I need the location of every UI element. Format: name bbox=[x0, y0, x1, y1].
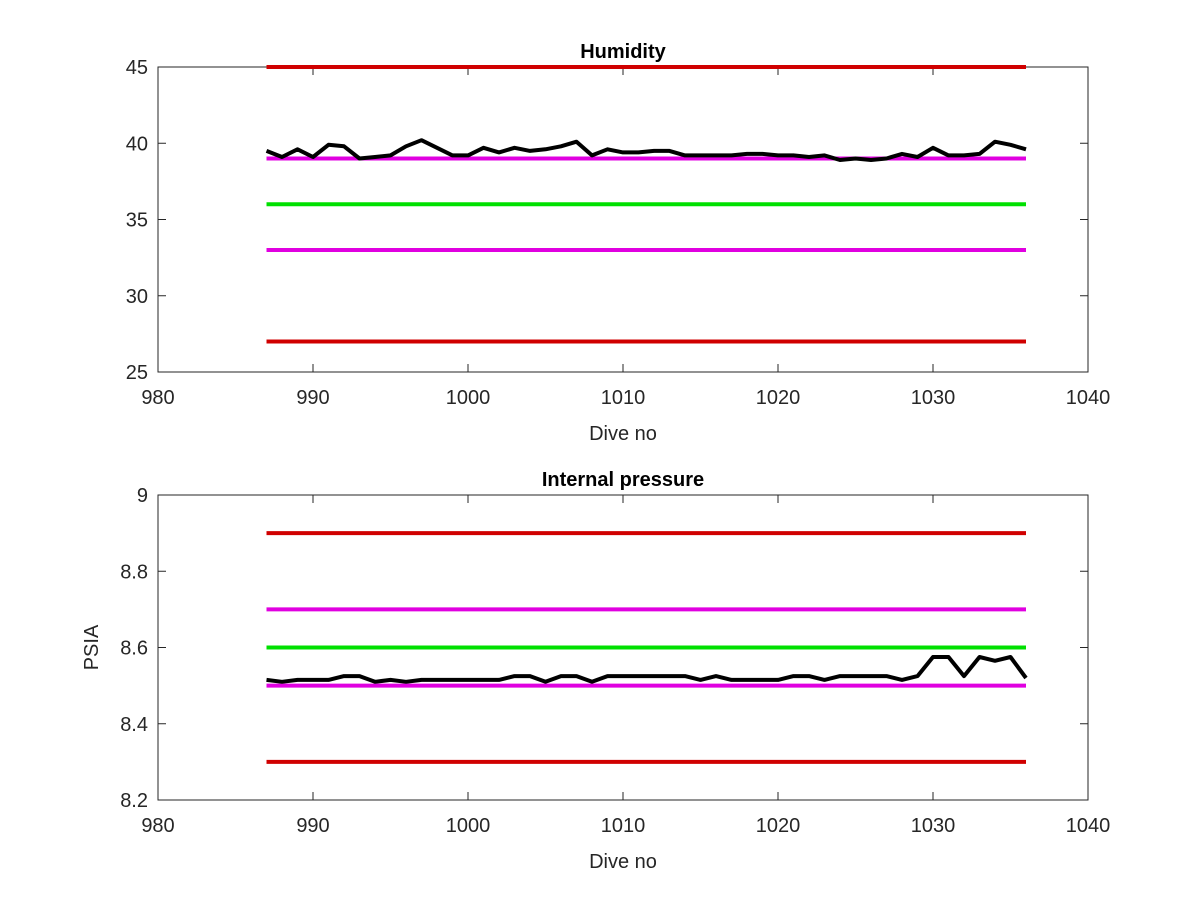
x-tick-label: 1030 bbox=[911, 387, 956, 409]
x-tick-label: 1040 bbox=[1066, 387, 1111, 409]
plot-title: Internal pressure bbox=[542, 469, 704, 491]
x-tick-label: 1020 bbox=[756, 815, 801, 837]
y-tick-label: 9 bbox=[137, 485, 148, 507]
x-tick-label: 1000 bbox=[446, 387, 491, 409]
y-tick-label: 25 bbox=[126, 362, 148, 384]
internal-pressure-plot: 980 990 1000 1010 1020 1030 1040 8.2 8.4 8.6 8.8 9 I… bbox=[81, 469, 1110, 873]
y-axis-label: PSIA bbox=[81, 624, 103, 670]
x-tick-label: 1010 bbox=[601, 387, 646, 409]
x-axis-label: Dive no bbox=[589, 423, 657, 445]
y-tick-label: 30 bbox=[126, 286, 148, 308]
x-tick-label: 980 bbox=[141, 815, 174, 837]
x-tick-label: 1010 bbox=[601, 815, 646, 837]
x-tick-label: 990 bbox=[296, 387, 329, 409]
x-tick-label: 1030 bbox=[911, 815, 956, 837]
plot-title: Humidity bbox=[580, 41, 666, 63]
x-tick-label: 1020 bbox=[756, 387, 801, 409]
data-series-line bbox=[265, 138, 1027, 162]
y-tick-label: 35 bbox=[126, 210, 148, 232]
y-tick-label: 45 bbox=[126, 57, 148, 79]
y-tick-label: 8.4 bbox=[120, 714, 148, 736]
x-tick-label: 1040 bbox=[1066, 815, 1111, 837]
x-tick-label: 1000 bbox=[446, 815, 491, 837]
x-axis-label: Dive no bbox=[589, 851, 657, 873]
y-tick-label: 8.6 bbox=[120, 638, 148, 660]
x-tick-label: 990 bbox=[296, 815, 329, 837]
data-series-line bbox=[266, 655, 1028, 684]
humidity-plot: 980 990 1000 1010 1020 1030 1040 25 30 35 40 45 Humi… bbox=[126, 41, 1111, 445]
y-tick-label: 8.2 bbox=[120, 790, 148, 812]
x-tick-label: 980 bbox=[141, 387, 174, 409]
y-tick-label: 8.8 bbox=[120, 561, 148, 583]
y-tick-label: 40 bbox=[126, 133, 148, 155]
